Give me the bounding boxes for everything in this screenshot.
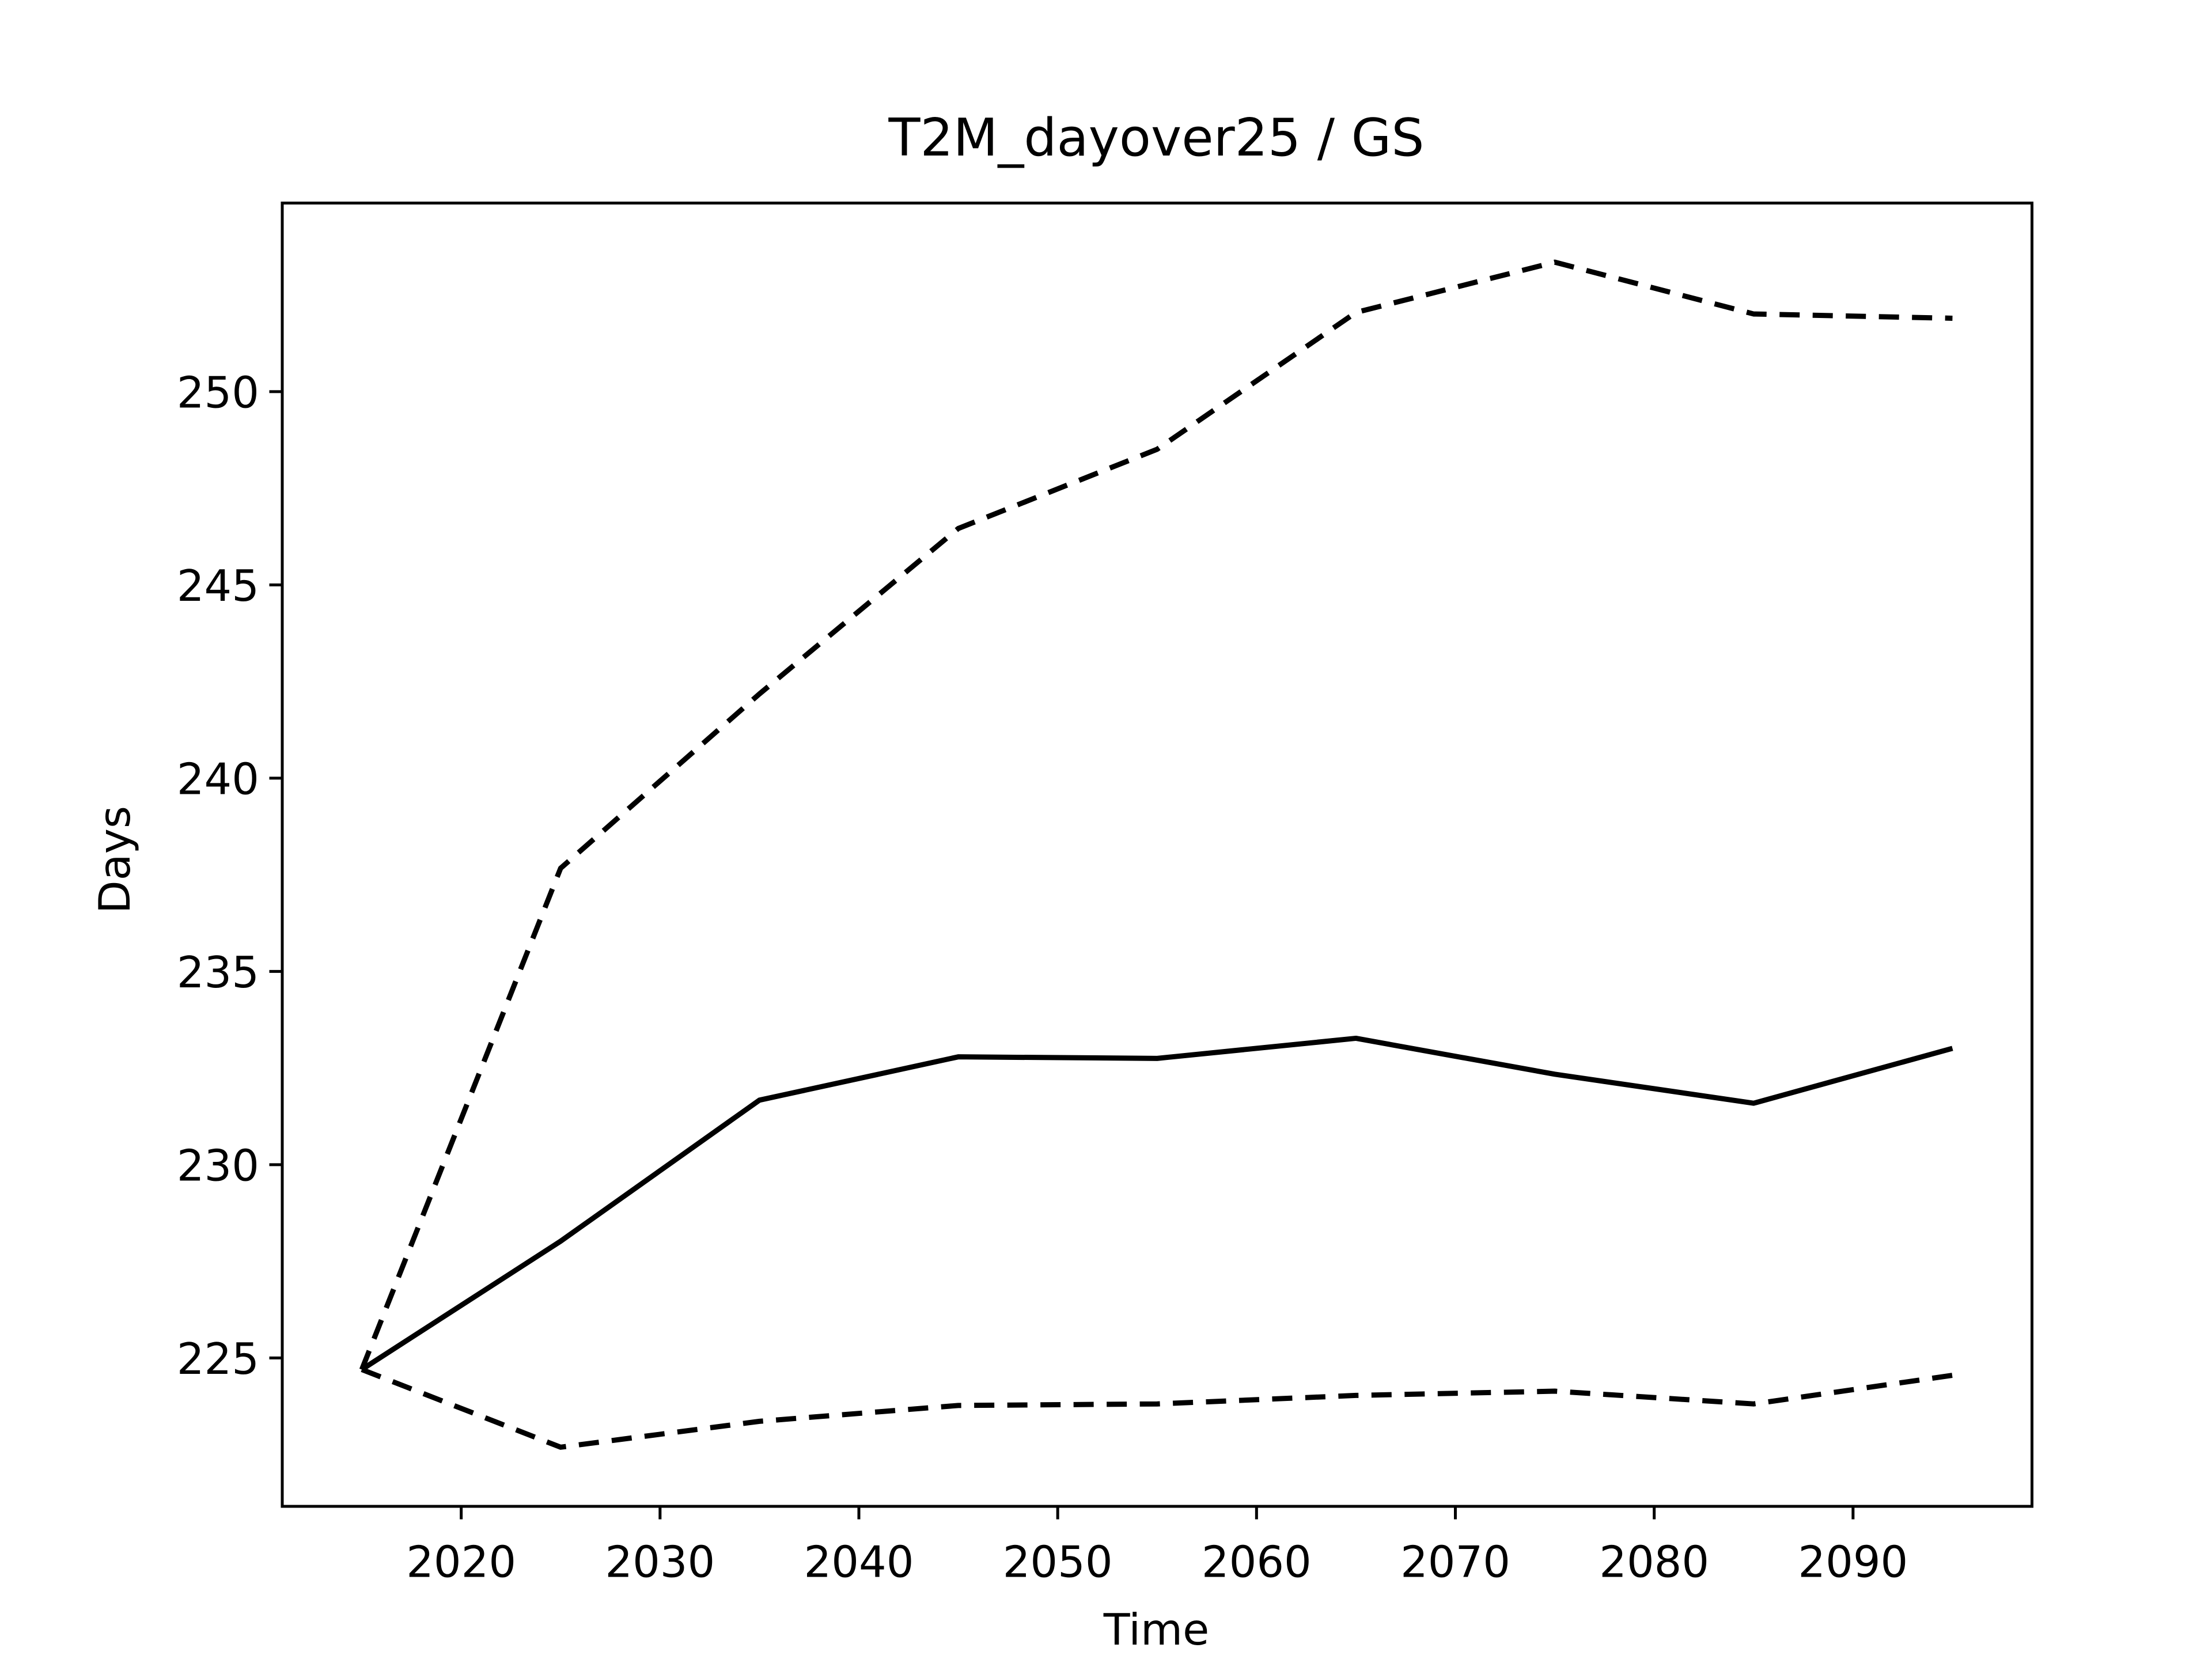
x-tick-label: 2070 (1400, 1537, 1510, 1588)
x-tick-label: 2080 (1599, 1537, 1709, 1588)
x-tick-label: 2030 (605, 1537, 715, 1588)
line-series (361, 1367, 1953, 1450)
line-series (360, 1035, 1953, 1372)
plot-frame (281, 202, 2033, 1508)
y-tick-label: 245 (177, 560, 259, 611)
y-tick-label: 230 (177, 1140, 259, 1191)
chart-title: T2M_dayover25 / GS (888, 108, 1424, 168)
x-tick-label: 2040 (804, 1537, 914, 1588)
y-tick-label: 250 (177, 367, 259, 418)
x-tick-label: 2090 (1798, 1537, 1908, 1588)
x-axis-label: Time (1103, 1604, 1210, 1655)
y-tick-label: 235 (177, 947, 259, 998)
line-series (359, 259, 1953, 1371)
x-tick-label: 2060 (1202, 1537, 1312, 1588)
x-tick-label: 2050 (1003, 1537, 1113, 1588)
x-tick-label: 2020 (406, 1537, 516, 1588)
y-tick-label: 240 (177, 753, 259, 804)
y-tick-label: 225 (177, 1334, 259, 1384)
y-axis-label: Days (89, 806, 140, 914)
